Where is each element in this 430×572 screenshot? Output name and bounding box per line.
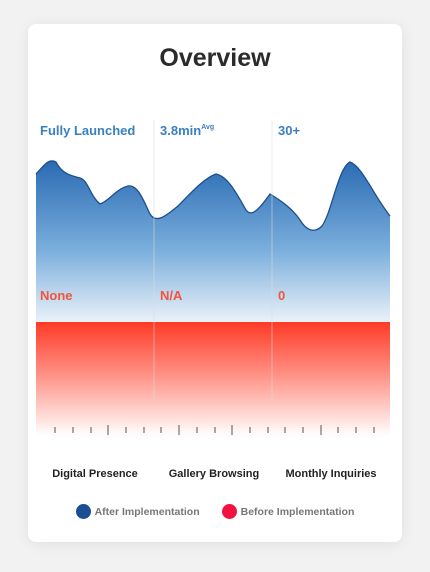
legend-label: After Implementation — [94, 505, 200, 518]
after-label-digital-presence: Fully Launched — [40, 123, 135, 138]
category-label: Gallery Browsing — [168, 468, 260, 480]
after-value-text: 30+ — [278, 123, 301, 138]
legend-item-after: After Implementation — [75, 504, 200, 519]
before-label-monthly-inquiries: 0 — [278, 288, 286, 303]
legend-dot-icon — [75, 504, 91, 519]
after-value-superscript: Avg — [201, 123, 215, 131]
legend-dot-icon — [221, 504, 237, 519]
category-label: Digital Presence — [52, 468, 138, 480]
overview-card: Overview — [28, 24, 402, 542]
tick-marks — [54, 425, 375, 435]
legend-item-before: Before Implementation — [221, 504, 355, 519]
before-area — [36, 322, 390, 436]
after-area-outline — [35, 160, 391, 231]
after-label-gallery-browsing: 3.8minAvg — [160, 123, 214, 138]
after-value-text: Fully Launched — [40, 123, 136, 138]
after-area — [36, 160, 390, 322]
before-label-digital-presence: None — [40, 288, 73, 303]
after-value-text: 3.8min — [160, 123, 202, 138]
before-label-gallery-browsing: N/A — [160, 288, 183, 303]
overview-chart — [35, 120, 391, 436]
chart-legend: After Implementation Before Implementati… — [28, 504, 402, 519]
after-label-monthly-inquiries: 30+ — [278, 123, 300, 138]
legend-label: Before Implementation — [240, 505, 355, 518]
page-title: Overview — [159, 44, 271, 72]
category-label: Monthly Inquiries — [285, 468, 377, 480]
